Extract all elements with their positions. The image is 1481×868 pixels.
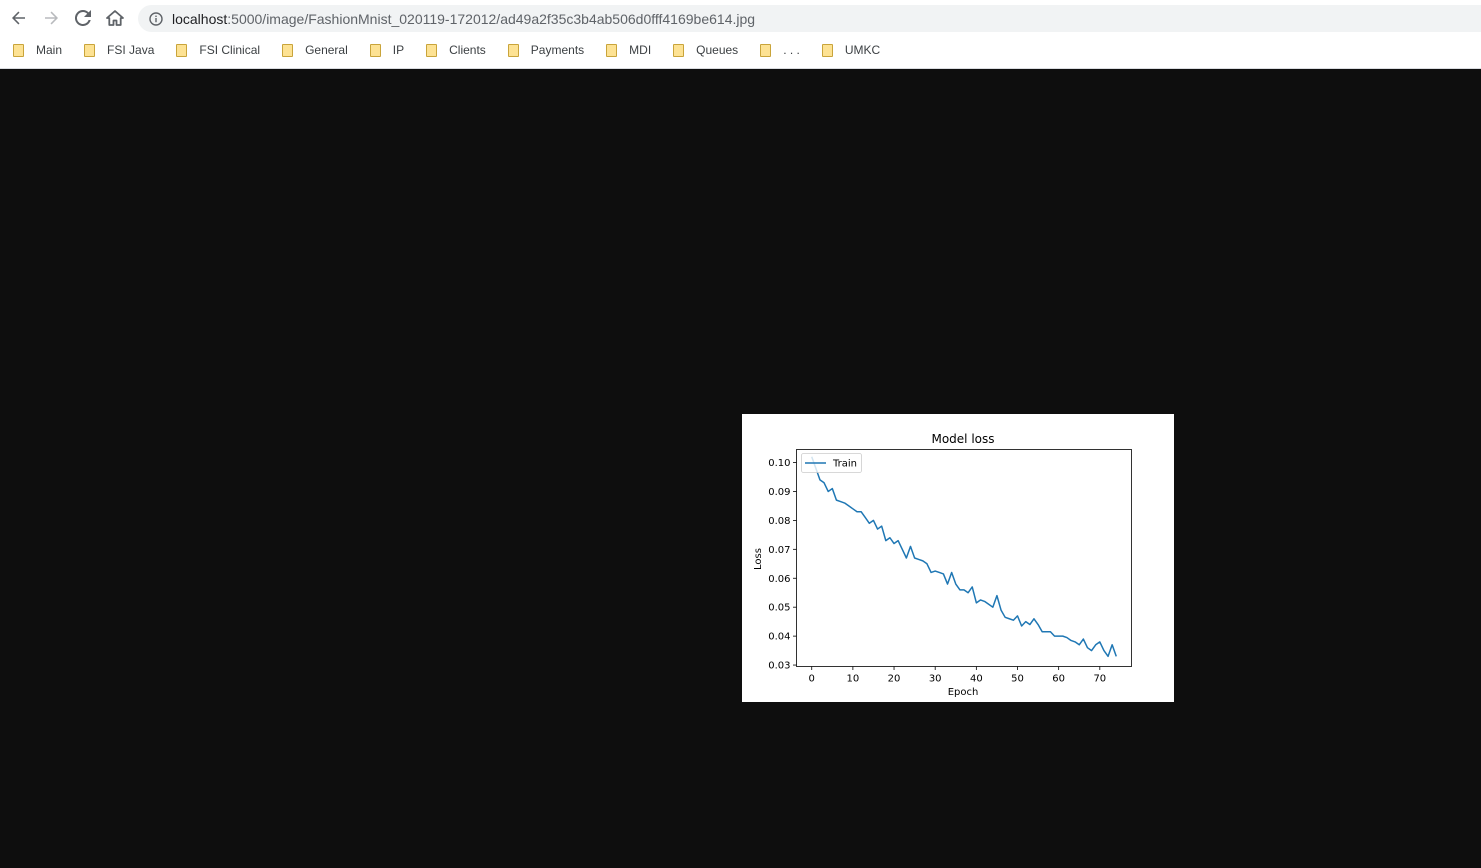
y-tick-label: 0.08	[768, 516, 790, 527]
bookmark-label: . . .	[783, 43, 800, 57]
legend: Train	[801, 453, 862, 473]
info-icon	[149, 11, 163, 26]
y-tick-label: 0.10	[768, 458, 790, 469]
x-axis-label: Epoch	[948, 687, 979, 698]
page-viewport: Model loss Loss Epoch 0 10 20 30 40 50 60 70 0.0…	[0, 69, 1481, 868]
y-tick-label: 0.05	[768, 603, 790, 614]
bookmark-more[interactable]: . . .	[747, 38, 809, 62]
folder-icon	[760, 43, 772, 57]
bookmark-label: FSI Clinical	[199, 43, 261, 57]
reload-button[interactable]	[69, 4, 97, 32]
bookmark-label: UMKC	[844, 43, 881, 57]
folder-icon	[673, 43, 685, 57]
forward-button[interactable]	[37, 4, 65, 32]
y-axis-label: Loss	[753, 548, 764, 570]
x-tick-label: 10	[847, 674, 860, 685]
bookmark-main[interactable]: Main	[0, 38, 71, 62]
x-tick-label: 60	[1052, 674, 1065, 685]
bookmark-label: General	[305, 43, 348, 57]
train-series-line	[811, 456, 1117, 658]
folder-icon	[369, 43, 382, 57]
site-info-button[interactable]	[148, 11, 164, 27]
bookmark-queues[interactable]: Queues	[660, 38, 747, 62]
bookmark-label: Payments	[530, 43, 585, 57]
bookmark-fsi-java[interactable]: FSI Java	[71, 38, 163, 62]
y-tick-label: 0.06	[768, 574, 790, 585]
plot-frame	[796, 449, 1132, 667]
bookmark-label: IP	[392, 43, 405, 57]
chart-title: Model loss	[931, 432, 994, 446]
home-icon	[106, 10, 124, 26]
browser-toolbar: localhost:5000/image/FashionMnist_020119…	[0, 0, 1481, 36]
folder-icon	[84, 43, 96, 57]
bookmark-label: MDI	[629, 43, 652, 57]
bookmark-label: FSI Java	[107, 43, 155, 57]
x-tick-label: 50	[1011, 674, 1024, 685]
browser-chrome: localhost:5000/image/FashionMnist_020119…	[0, 0, 1481, 69]
y-tick-label: 0.07	[768, 545, 790, 556]
folder-icon	[606, 43, 618, 57]
address-bar[interactable]: localhost:5000/image/FashionMnist_020119…	[138, 5, 1481, 32]
x-tick-label: 40	[970, 674, 983, 685]
bookmark-umkc[interactable]: UMKC	[809, 38, 889, 62]
url-host: localhost	[172, 10, 228, 27]
bookmark-general[interactable]: General	[269, 38, 357, 62]
x-tick-label: 20	[888, 674, 901, 685]
folder-icon	[13, 43, 25, 57]
bookmark-payments[interactable]: Payments	[495, 38, 593, 62]
back-button[interactable]	[5, 4, 33, 32]
folder-icon	[282, 43, 294, 57]
url-text[interactable]: localhost:5000/image/FashionMnist_020119…	[172, 11, 755, 27]
bookmarks-bar: Main FSI Java FSI Clinical General IP Cl…	[0, 38, 889, 62]
home-button[interactable]	[101, 4, 129, 32]
folder-icon	[821, 43, 834, 57]
folder-icon	[507, 43, 520, 57]
loss-chart: Model loss Loss Epoch 0 10 20 30 40 50 60 70 0.0…	[753, 432, 1132, 698]
bookmark-label: Queues	[696, 43, 739, 57]
reload-icon	[75, 10, 91, 26]
bookmark-clients[interactable]: Clients	[413, 38, 495, 62]
y-tick-label: 0.09	[768, 487, 790, 498]
bookmark-fsi-clinical[interactable]: FSI Clinical	[163, 38, 269, 62]
y-tick-label: 0.03	[768, 661, 790, 672]
legend-box	[801, 453, 862, 473]
forward-arrow-icon	[45, 11, 58, 25]
bookmark-mdi[interactable]: MDI	[593, 38, 660, 62]
bookmark-label: Main	[36, 43, 63, 57]
x-tick-label: 0	[809, 674, 815, 685]
legend-label-train: Train	[832, 459, 857, 470]
displayed-image: Model loss Loss Epoch 0 10 20 30 40 50 60 70 0.0…	[742, 414, 1174, 702]
bookmark-label: Clients	[449, 43, 486, 57]
folder-icon	[176, 43, 188, 57]
x-tick-label: 30	[929, 674, 942, 685]
y-tick-label: 0.04	[768, 632, 790, 643]
back-arrow-icon	[12, 11, 25, 25]
folder-icon	[426, 43, 438, 57]
x-tick-label: 70	[1093, 674, 1106, 685]
url-path: :5000/image/FashionMnist_020119-172012/a…	[227, 10, 756, 27]
bookmark-ip[interactable]: IP	[357, 38, 413, 62]
